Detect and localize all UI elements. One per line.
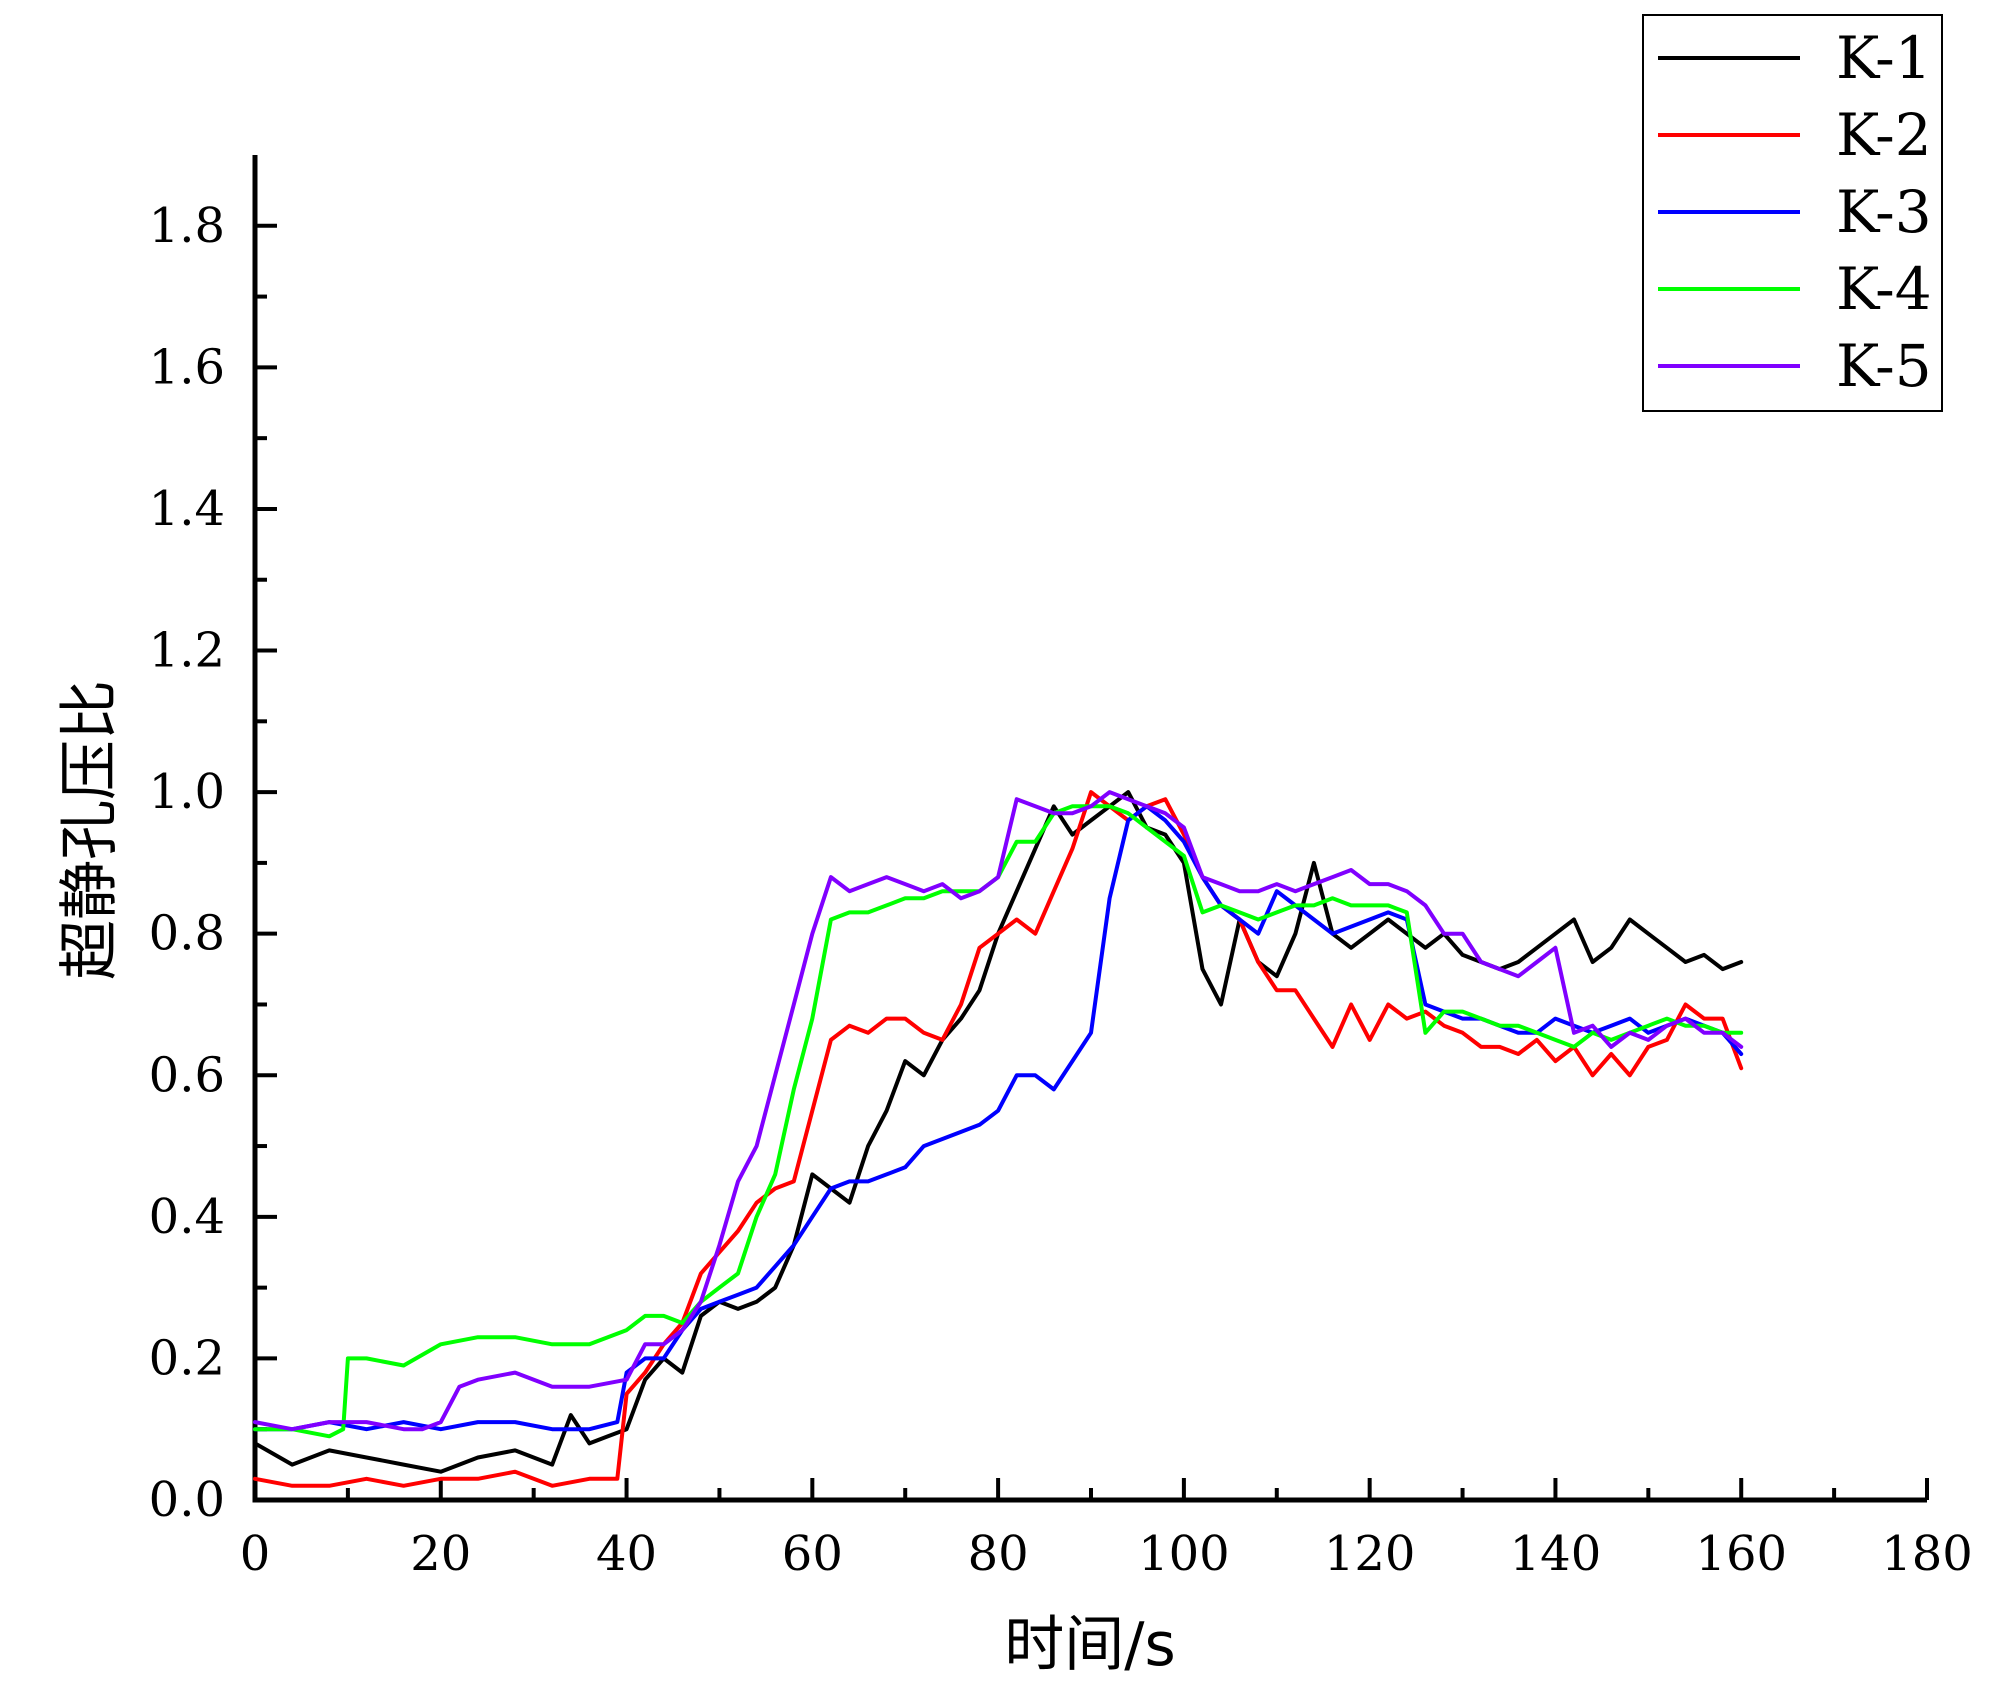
y-axis-title: 超静孔压比	[55, 680, 125, 980]
y-tick-label: 0.0	[149, 1472, 225, 1528]
legend-label: K-5	[1836, 332, 1932, 400]
series-line-k-2	[253, 790, 1744, 1488]
y-tick-label: 1.8	[149, 198, 225, 254]
y-tick-label: 1.0	[149, 764, 225, 820]
legend-label: K-1	[1836, 24, 1932, 92]
x-tick-label: 120	[1324, 1526, 1416, 1582]
x-tick-label: 140	[1510, 1526, 1602, 1582]
x-axis-title: 时间/s	[1004, 1610, 1175, 1680]
y-tick-label: 0.4	[149, 1189, 225, 1245]
x-tick-label: 180	[1881, 1526, 1973, 1582]
x-tick-label: 60	[782, 1526, 843, 1582]
series-lines	[253, 790, 1744, 1488]
legend-label: K-3	[1836, 178, 1932, 246]
x-tick-label: 160	[1695, 1526, 1787, 1582]
y-axis-ticks: 0.0 0.2 0.4 0.6 0.8 1.0 1.2 1.4 1.6 1.8	[149, 198, 277, 1528]
series-line-k-4	[253, 804, 1744, 1439]
legend-label: K-2	[1836, 101, 1932, 169]
x-axis-ticks: 0 20 40 60 80 100 120 140 160 180	[240, 1478, 1973, 1582]
series-line-k-1	[253, 790, 1744, 1474]
y-tick-label: 1.2	[149, 623, 225, 679]
series-line-k-5	[253, 790, 1744, 1432]
x-tick-label: 20	[410, 1526, 471, 1582]
y-tick-label: 0.2	[149, 1330, 225, 1386]
series-line-k-3	[253, 804, 1744, 1432]
y-tick-label: 0.8	[149, 906, 225, 962]
x-tick-label: 40	[596, 1526, 657, 1582]
legend-label: K-4	[1836, 255, 1932, 323]
legend: K-1 K-2 K-3 K-4 K-5	[1642, 14, 1943, 412]
y-tick-label: 1.6	[149, 339, 225, 395]
y-tick-label: 0.6	[149, 1047, 225, 1103]
x-tick-label: 100	[1138, 1526, 1230, 1582]
y-tick-label: 1.4	[149, 481, 225, 537]
x-tick-label: 0	[240, 1526, 271, 1582]
x-tick-label: 80	[968, 1526, 1029, 1582]
